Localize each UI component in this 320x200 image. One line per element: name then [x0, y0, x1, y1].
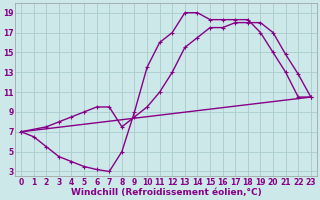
X-axis label: Windchill (Refroidissement éolien,°C): Windchill (Refroidissement éolien,°C): [71, 188, 261, 197]
